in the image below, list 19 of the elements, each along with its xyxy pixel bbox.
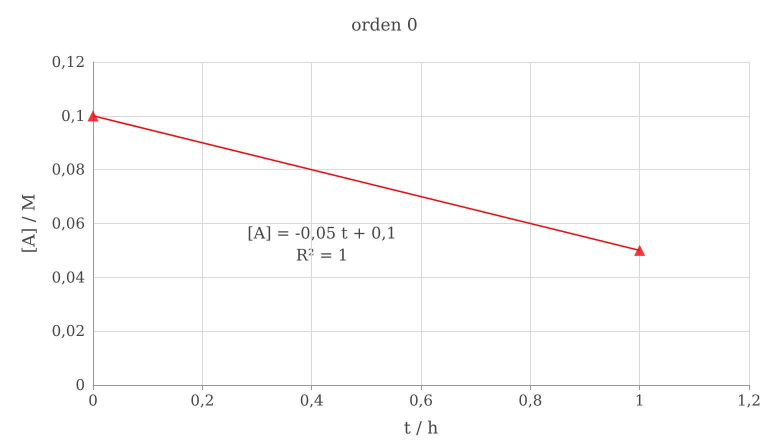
y-tick-label: 0,12: [52, 53, 85, 71]
x-tick-label: 0,6: [409, 392, 433, 410]
y-tick-label: 0,04: [52, 268, 85, 286]
annotation: R² = 1: [296, 246, 348, 264]
x-tick-label: 1,2: [737, 392, 761, 410]
x-tick-label: 0,4: [300, 392, 324, 410]
y-tick-label: 0,1: [61, 106, 85, 125]
x-tick-label: 0,8: [518, 392, 542, 410]
chart-title: orden 0: [351, 16, 418, 36]
y-tick-label: 0,06: [52, 214, 85, 232]
x-tick-label: 0,2: [190, 392, 214, 410]
y-tick-label: 0: [75, 376, 85, 394]
x-tick-label: 1: [634, 392, 644, 410]
x-tick-label: 0: [88, 392, 98, 410]
annotation: [A] = -0,05 t + 0,1: [247, 224, 397, 242]
x-axis-title: t / h: [404, 418, 438, 438]
y-tick-label: 0,02: [52, 322, 85, 340]
y-tick-label: 0,08: [52, 160, 85, 179]
y-axis-title: [A] / M: [20, 194, 40, 254]
